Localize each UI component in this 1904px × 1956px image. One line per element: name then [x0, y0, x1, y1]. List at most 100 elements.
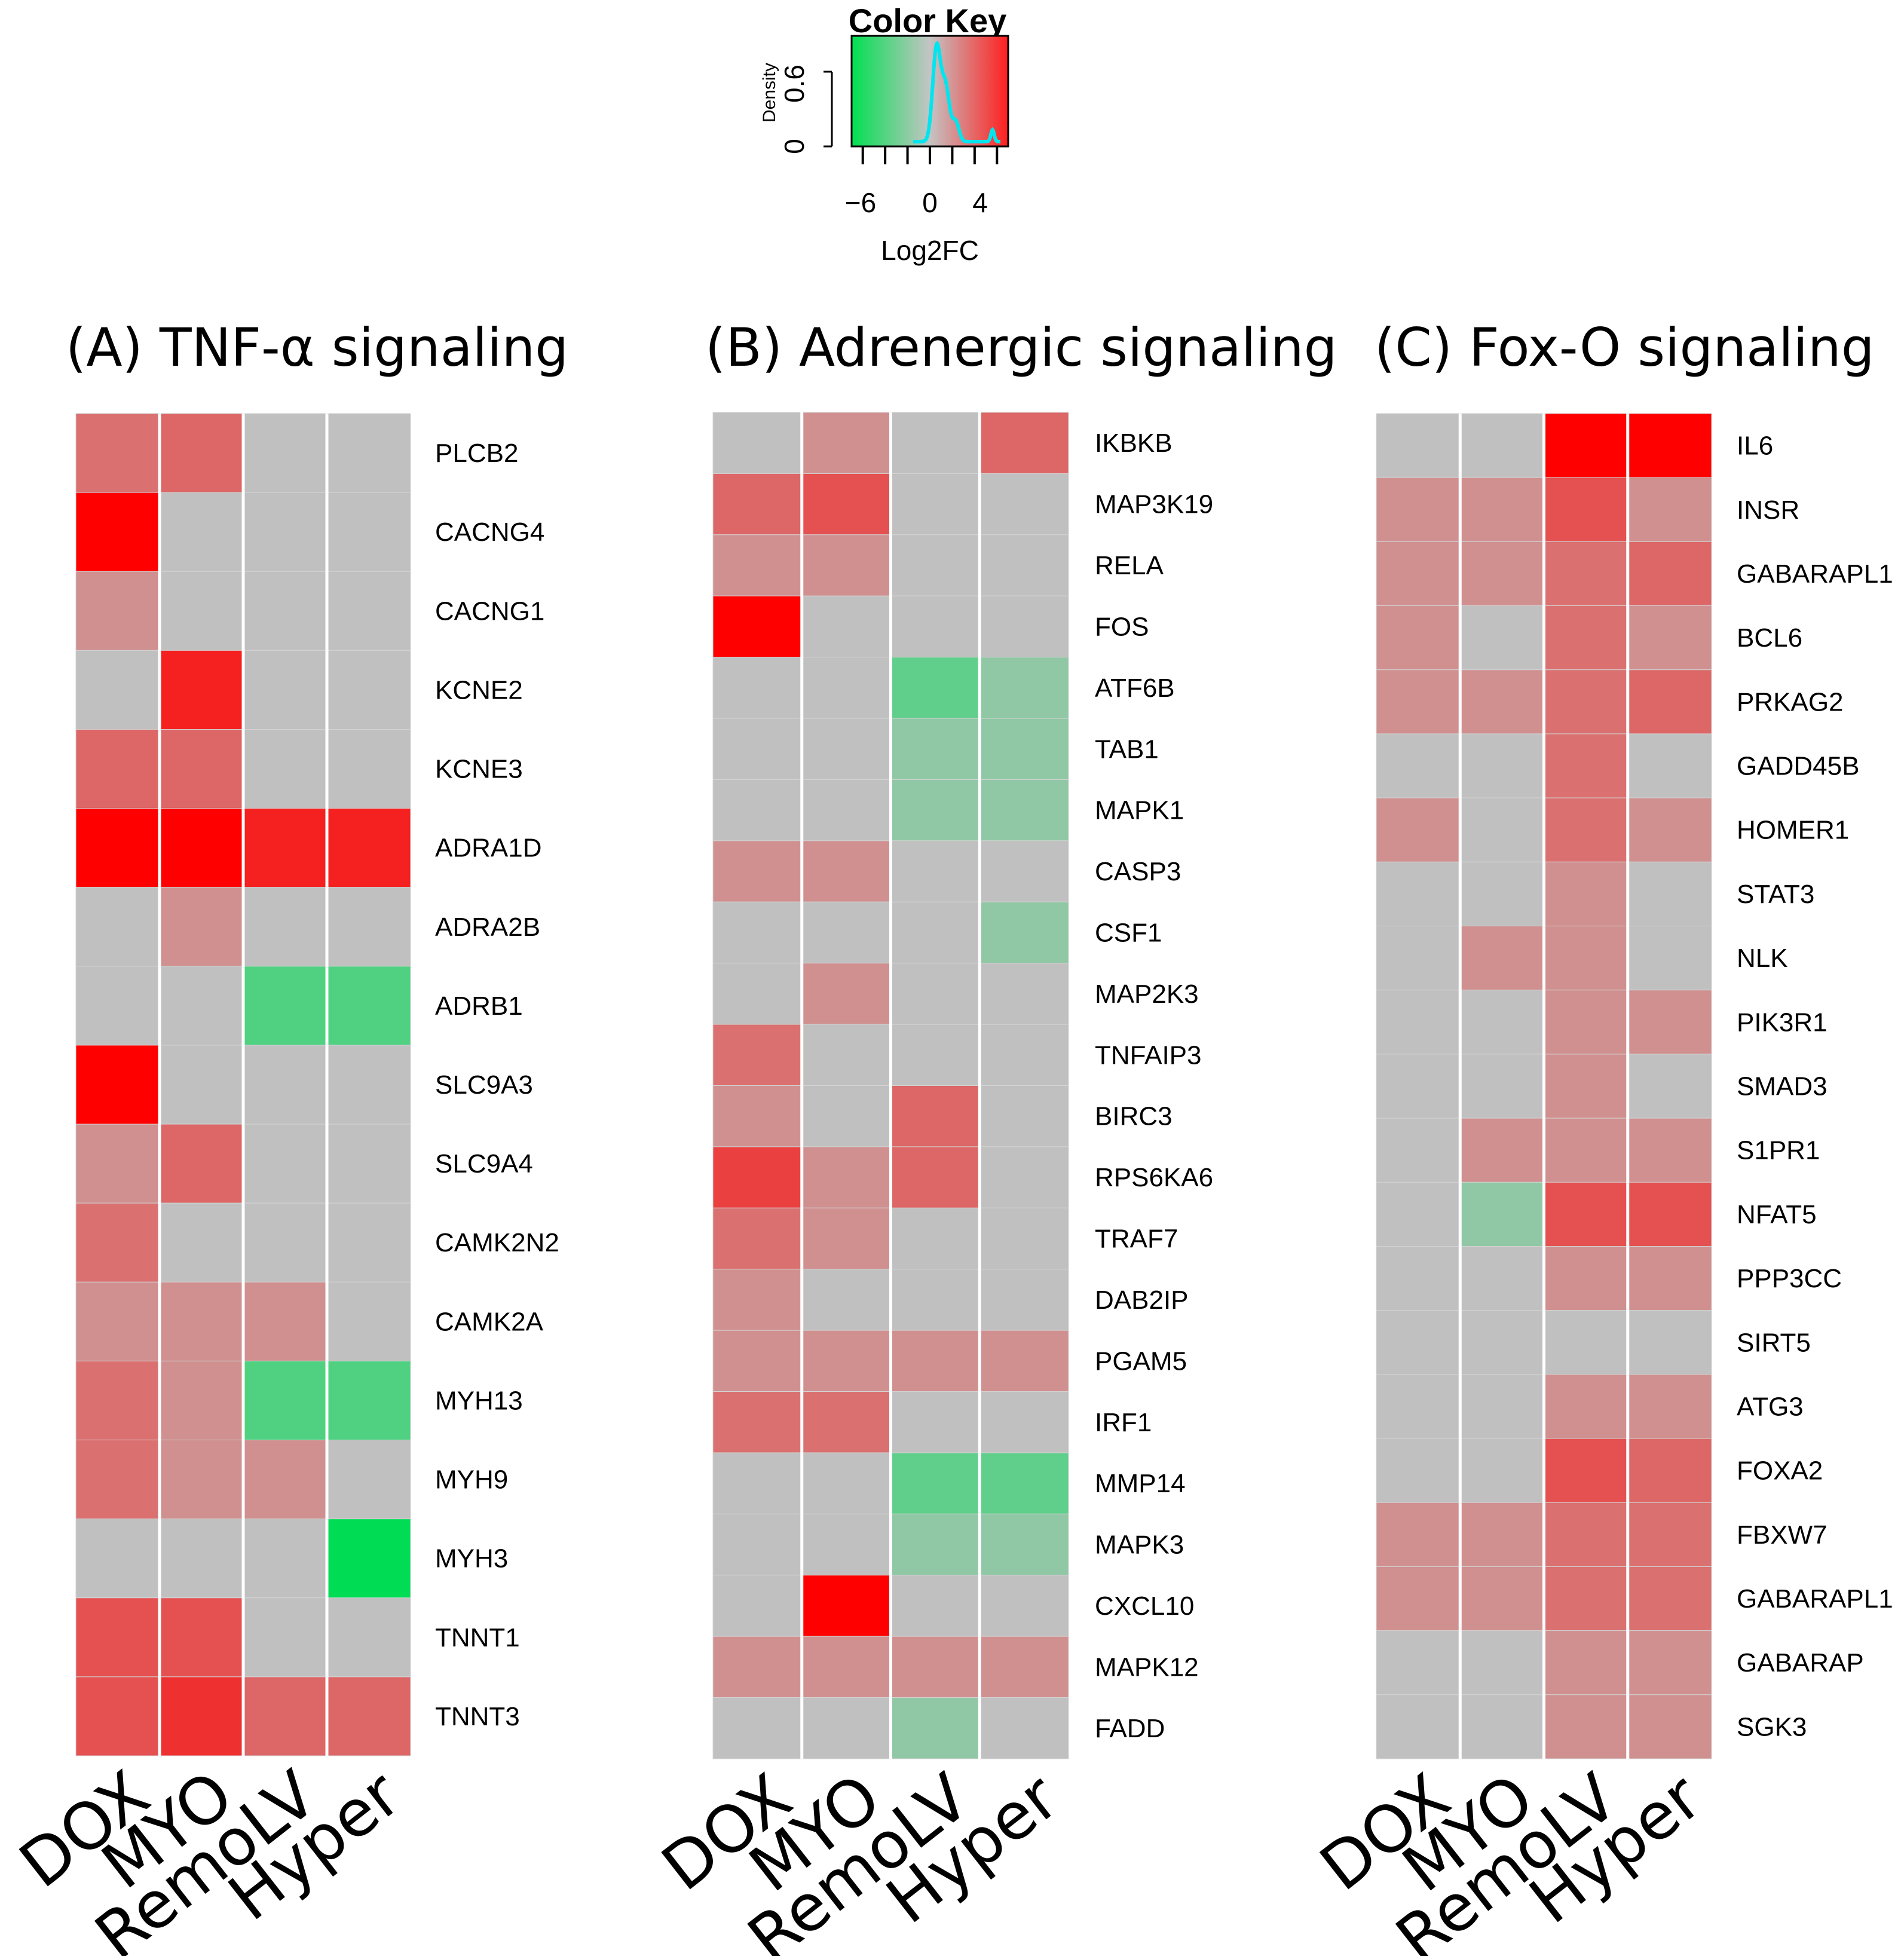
panel-a-title: (A) TNF-α signaling [66, 317, 568, 378]
heatmap-cell-adrb1-remolv [243, 966, 327, 1046]
heatmap-cell-kcne3-hyper [326, 728, 411, 809]
row-label-nlk: NLK [1737, 944, 1788, 973]
heatmap-cell-camk2a-dox [75, 1281, 160, 1361]
heatmap-cell-cacng1-dox [75, 571, 160, 651]
heatmap-cell-fos-myo [801, 595, 891, 658]
heatmap-cell-cacng1-remolv [243, 571, 327, 651]
heatmap-cell-tnfaip3-hyper [979, 1024, 1069, 1086]
heatmap-cell-adra2b-myo [159, 887, 244, 967]
heatmap-cell-casp3-hyper [979, 840, 1069, 902]
heatmap-cell-nfat5-myo [1459, 1181, 1544, 1247]
heatmap-cell-pik3r1-myo [1459, 990, 1544, 1055]
heatmap-cell-tab1-dox [712, 718, 803, 780]
heatmap-cell-il6-remolv [1544, 413, 1628, 478]
heatmap-cell-s1pr1-dox [1376, 1118, 1461, 1183]
heatmap-cell-traf7-dox [712, 1207, 803, 1270]
row-label-smad3: SMAD3 [1737, 1072, 1828, 1101]
row-label-nfat5: NFAT5 [1737, 1200, 1817, 1229]
heatmap-cell-cacng4-remolv [243, 492, 327, 572]
row-label-camk2n2: CAMK2N2 [435, 1228, 559, 1257]
heatmap-cell-homer1-hyper [1627, 797, 1712, 862]
heatmap-cell-pik3r1-dox [1376, 990, 1461, 1055]
heatmap-cell-gabarapl1-remolv [1544, 541, 1628, 607]
color-key-xtick-2: 4 [972, 187, 988, 218]
heatmap-cell-stat3-myo [1459, 861, 1544, 927]
row-label-gadd45b: GADD45B [1737, 752, 1859, 781]
row-label-map3k19: MAP3K19 [1095, 490, 1213, 519]
row-label-casp3: CASP3 [1095, 857, 1181, 886]
heatmap-cell-adra2b-remolv [243, 887, 327, 967]
heatmap-cell-gabarapl1-hyper [1627, 1566, 1712, 1631]
heatmap-cell-mapk12-myo [801, 1636, 891, 1698]
row-label-csf1: CSF1 [1095, 918, 1162, 947]
heatmap-cell-traf7-myo [801, 1207, 891, 1270]
row-label-myh3: MYH3 [435, 1544, 508, 1574]
row-label-pgam5: PGAM5 [1095, 1346, 1187, 1376]
heatmap-cell-myh13-myo [159, 1360, 244, 1441]
heatmap-cell-adrb1-myo [159, 966, 244, 1046]
heatmap-cell-cxcl10-remolv [890, 1575, 980, 1637]
heatmap-cell-kcne2-hyper [326, 650, 411, 730]
heatmap-cell-sgk3-dox [1376, 1694, 1461, 1759]
heatmap-cell-fos-remolv [890, 595, 980, 658]
heatmap-cell-cxcl10-hyper [979, 1575, 1069, 1637]
heatmap-cell-kcne2-remolv [243, 650, 327, 730]
color-key-title: Color Key [849, 2, 1007, 39]
color-key-ytick-0: 0 [779, 139, 810, 154]
row-label-atf6b: ATF6B [1095, 674, 1175, 703]
heatmap-cell-nlk-dox [1376, 926, 1461, 991]
heatmap-cell-rela-dox [712, 534, 803, 596]
panel-a-heatmap: PLCB2 CACNG4 CACNG1 KCNE2 KCNE3 ADRA1D ADRA2B A… [7, 413, 559, 1956]
heatmap-cell-rela-myo [801, 534, 891, 596]
heatmap-cell-adrb1-dox [75, 966, 160, 1046]
heatmap-cell-tnnt3-remolv [243, 1676, 327, 1756]
heatmap-cell-tab1-myo [801, 718, 891, 780]
color-key-density-curve [913, 41, 1000, 143]
row-label-il6: IL6 [1737, 431, 1773, 461]
heatmap-cell-atf6b-hyper [979, 657, 1069, 719]
heatmap-cell-adra2b-hyper [326, 887, 411, 967]
row-label-slc9a4: SLC9A4 [435, 1149, 533, 1179]
heatmap-cell-casp3-myo [801, 840, 891, 902]
heatmap-cell-cacng4-hyper [326, 492, 411, 572]
heatmap-cell-rela-hyper [979, 534, 1069, 596]
heatmap-cell-tnnt3-hyper [326, 1676, 411, 1756]
heatmap-cell-stat3-dox [1376, 861, 1461, 927]
heatmap-cell-insr-dox [1376, 477, 1461, 542]
heatmap-cell-smad3-myo [1459, 1054, 1544, 1119]
heatmap-cell-nlk-myo [1459, 926, 1544, 991]
heatmap-cell-kcne2-myo [159, 650, 244, 730]
heatmap-cell-pgam5-hyper [979, 1330, 1069, 1392]
row-label-myh13: MYH13 [435, 1386, 523, 1415]
heatmap-cell-ikbkb-remolv [890, 412, 980, 474]
row-label-plcb2: PLCB2 [435, 439, 518, 468]
heatmap-cell-smad3-hyper [1627, 1054, 1712, 1119]
heatmap-cell-slc9a3-dox [75, 1045, 160, 1125]
heatmap-cell-csf1-dox [712, 901, 803, 964]
heatmap-cell-sirt5-dox [1376, 1310, 1461, 1375]
heatmap-cell-myh9-dox [75, 1440, 160, 1520]
row-label-bcl6: BCL6 [1737, 623, 1802, 653]
heatmap-cell-gadd45b-remolv [1544, 733, 1628, 798]
heatmap-cell-fadd-remolv [890, 1697, 980, 1759]
row-label-gabarapl1: GABARAPL1 [1737, 559, 1893, 589]
heatmap-cell-sirt5-myo [1459, 1310, 1544, 1375]
heatmap-cell-nfat5-remolv [1544, 1181, 1628, 1247]
heatmap-cell-mmp14-remolv [890, 1452, 980, 1514]
row-label-camk2a: CAMK2A [435, 1307, 544, 1336]
heatmap-cell-map3k19-myo [801, 473, 891, 535]
heatmap-cell-mapk12-dox [712, 1636, 803, 1698]
color-key-xlabel: Log2FC [881, 235, 979, 266]
row-label-gabarapl1: GABARAPL1 [1737, 1584, 1893, 1614]
heatmap-cell-map2k3-hyper [979, 963, 1069, 1025]
heatmap-cell-myh9-myo [159, 1440, 244, 1520]
heatmap-cell-insr-remolv [1544, 477, 1628, 542]
heatmap-cell-adra1d-myo [159, 808, 244, 888]
heatmap-cell-mapk3-myo [801, 1513, 891, 1576]
heatmap-cell-fadd-hyper [979, 1697, 1069, 1759]
heatmap-cell-atg3-myo [1459, 1374, 1544, 1439]
heatmap-cell-kcne3-remolv [243, 728, 327, 809]
heatmap-cell-gabarap-hyper [1627, 1630, 1712, 1695]
panel-b-title: (B) Adrenergic signaling [705, 317, 1337, 378]
